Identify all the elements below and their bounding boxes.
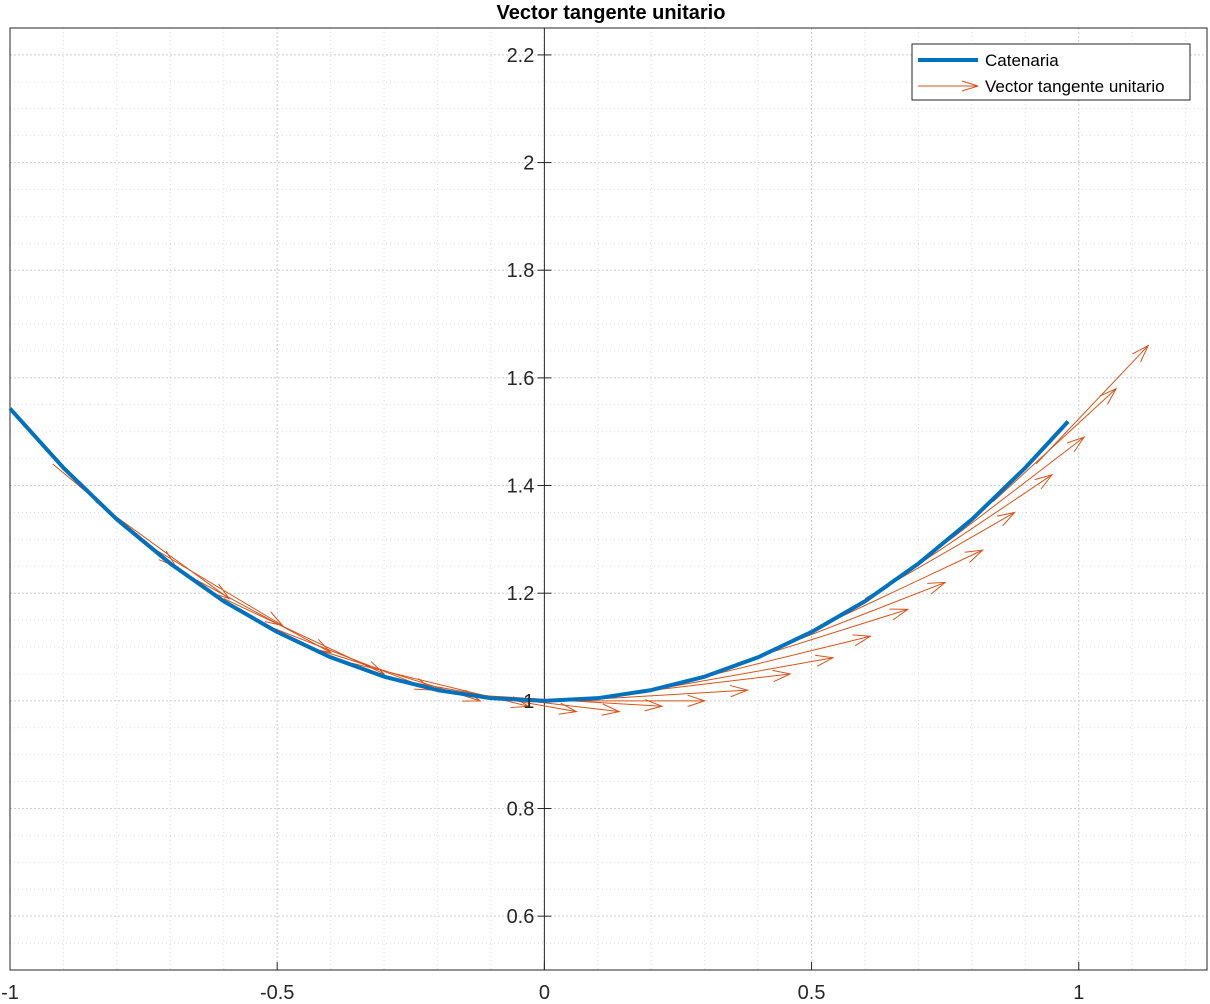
y-tick-label: 1	[523, 691, 534, 713]
tangent-vector-head	[729, 684, 750, 698]
axes	[9, 28, 1207, 971]
tangent-vector-shaft	[907, 474, 1053, 573]
tangent-vector	[651, 654, 835, 691]
legend-box	[911, 43, 1191, 101]
y-tick-label: 1.2	[507, 583, 535, 605]
catenaria-line	[8, 407, 1070, 703]
y-tick-label: 1.4	[507, 476, 535, 498]
tangent-vector-shaft	[950, 436, 1085, 540]
tangent-vector-head	[996, 511, 1017, 527]
tangent-vector-head	[815, 654, 835, 667]
x-tick-label: -0.5	[260, 982, 294, 1004]
tangent-vector-head	[1066, 436, 1086, 453]
tangent-vector	[992, 387, 1118, 503]
x-tick-label: -1	[1, 982, 19, 1004]
legend-swatch-tangente	[918, 80, 979, 92]
tangent-vector	[907, 473, 1054, 573]
tangent-vector-head	[601, 703, 621, 716]
chart-title: Vector tangente unitario	[497, 2, 726, 24]
tangent-vector-head	[852, 634, 872, 647]
tangent-vector-shaft	[1035, 345, 1149, 465]
series-layer	[8, 344, 1150, 716]
tangent-vector-head	[1099, 387, 1118, 405]
legend-label-tangente: Vector tangente unitario	[985, 77, 1165, 96]
tangent-vector-head	[927, 581, 947, 595]
tangent-vector-shaft	[180, 571, 331, 653]
y-tick-label: 1.6	[507, 368, 535, 390]
x-tick-label: 0.5	[798, 982, 826, 1004]
tangent-vector-head	[889, 608, 910, 621]
y-tick-label: 2.2	[507, 45, 535, 67]
tick-labels: -1 -0.5 0 0.5 1 0.6 0.8 1 1.2 1.4 1.6 1.8 2 2.2	[1, 45, 1084, 1004]
tangent-vector-head	[644, 699, 664, 712]
tangent-vector-head	[687, 694, 707, 707]
tangent-vector	[693, 634, 872, 680]
x-tick-label: 0	[539, 982, 550, 1004]
tangent-vector-head	[558, 702, 579, 715]
tangent-vector-head	[772, 669, 792, 683]
tangent-vector	[822, 549, 985, 626]
y-tick-label: 0.6	[507, 906, 535, 928]
tangent-vector	[950, 436, 1086, 540]
y-tick-label: 2	[523, 153, 534, 175]
tangent-vector-shaft	[266, 625, 433, 691]
tangent-vector-shaft	[822, 549, 983, 626]
tangent-vector-shaft	[693, 635, 871, 680]
x-tick-label: 1	[1073, 982, 1084, 1004]
legend-label-catenaria: Catenaria	[985, 51, 1059, 70]
tangent-vector-head	[1132, 344, 1150, 363]
tangent-vector-head	[264, 611, 284, 627]
tangent-vector	[137, 538, 284, 627]
tangent-vector-head	[1034, 473, 1054, 490]
legend: Catenaria Vector tangente unitario	[911, 43, 1191, 101]
tangent-vector-shaft	[651, 657, 834, 691]
tangent-vector-head	[964, 549, 985, 563]
y-tick-label: 0.8	[507, 799, 535, 821]
y-tick-label: 1.8	[507, 260, 535, 282]
tangent-vector	[1035, 344, 1150, 465]
tangent-vector-shaft	[992, 388, 1117, 503]
tangent-vector-shaft	[137, 538, 283, 626]
